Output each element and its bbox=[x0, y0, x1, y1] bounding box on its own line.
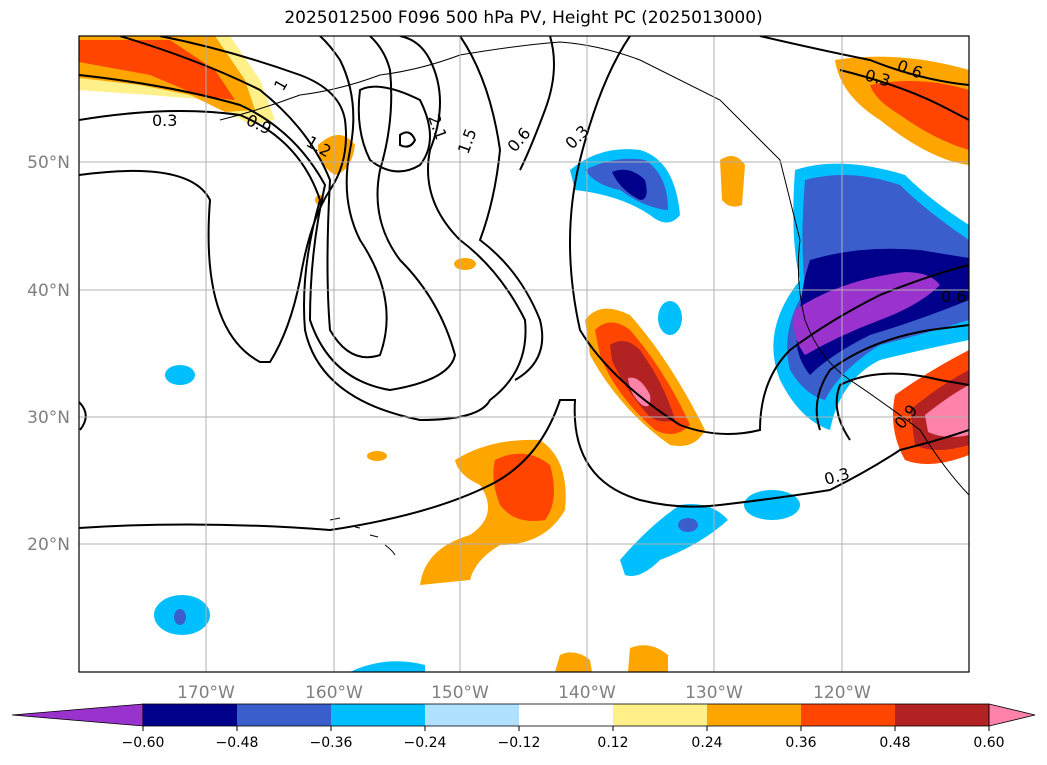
pv-positive-dot-3 bbox=[367, 451, 387, 461]
lat-label-40n: 40°N bbox=[27, 281, 70, 301]
lat-label-20n: 20°N bbox=[27, 535, 70, 555]
alaska-coastline bbox=[219, 41, 969, 496]
pv-positive-small-130w bbox=[720, 156, 745, 207]
chart-title: 2025012500 F096 500 hPa PV, Height PC (2… bbox=[284, 8, 763, 28]
colorbar-tick-label: −0.36 bbox=[310, 735, 353, 751]
contour-line bbox=[835, 372, 969, 441]
contour-line bbox=[79, 401, 87, 431]
contour-line bbox=[399, 131, 417, 148]
pv-negative-bottom bbox=[350, 661, 425, 672]
contour-line bbox=[815, 324, 969, 431]
contour-line bbox=[79, 36, 347, 363]
colorbar-tick-label: −0.60 bbox=[122, 735, 165, 751]
height-contours bbox=[79, 36, 969, 532]
pv-positive-region-northwest-max bbox=[79, 40, 235, 100]
lon-label-160w: 160°W bbox=[305, 683, 363, 703]
colorbar-segment bbox=[707, 704, 802, 726]
pv-negative-small-3-core bbox=[174, 609, 186, 625]
contour-label: 1 bbox=[270, 76, 292, 94]
colorbar-tick-label: −0.24 bbox=[404, 735, 447, 751]
contour-label: 0.6 bbox=[941, 287, 966, 306]
pv-positive-dot-2 bbox=[454, 258, 476, 270]
pv-positive-region-northeast-core bbox=[870, 81, 969, 150]
pv-shading bbox=[79, 36, 969, 672]
contour-label: 0.3 bbox=[561, 121, 592, 152]
graticule bbox=[79, 36, 969, 672]
contour-line bbox=[759, 36, 969, 86]
contour-line bbox=[459, 36, 544, 381]
contour-label: 2.1 bbox=[424, 112, 451, 142]
colorbar-extend-min bbox=[11, 703, 144, 727]
map-frame bbox=[78, 35, 970, 673]
coastlines bbox=[219, 41, 969, 556]
colorbar-segment bbox=[425, 704, 520, 726]
contour-line bbox=[79, 36, 527, 422]
hawaii-islands bbox=[329, 517, 396, 556]
pv-positive-bottom-2 bbox=[628, 645, 668, 672]
lon-label-120w: 120°W bbox=[813, 683, 871, 703]
lon-label-150w: 150°W bbox=[431, 683, 489, 703]
pv-negative-small-2 bbox=[165, 365, 195, 385]
longitude-labels: 170°W 160°W 150°W 140°W 130°W 120°W bbox=[177, 683, 871, 703]
colorbar-tick-label: 0.36 bbox=[785, 735, 816, 751]
contour-line bbox=[119, 36, 388, 359]
colorbar-tick-label: −0.48 bbox=[216, 735, 259, 751]
pv-positive-bottom-1 bbox=[555, 652, 592, 672]
colorbar-tick-label: −0.12 bbox=[498, 735, 541, 751]
colorbar-segment bbox=[895, 704, 990, 726]
colorbar-segment bbox=[331, 704, 426, 726]
lon-label-130w: 130°W bbox=[685, 683, 743, 703]
pv-negative-region-north-max bbox=[612, 169, 647, 200]
pv-negative-small-1 bbox=[658, 301, 682, 335]
pv-negative-small-4 bbox=[678, 518, 698, 532]
colorbar-segment bbox=[237, 704, 332, 726]
pv-negative-region-south bbox=[620, 504, 728, 576]
contour-line bbox=[79, 399, 969, 532]
colorbar-segment bbox=[143, 704, 238, 726]
contour-line bbox=[569, 36, 969, 435]
colorbar-segment bbox=[613, 704, 708, 726]
colorbar-tick-label: 0.24 bbox=[691, 735, 722, 751]
lon-label-170w: 170°W bbox=[177, 683, 235, 703]
pv-negative-small-5 bbox=[744, 490, 800, 520]
contour-line bbox=[839, 69, 969, 121]
pv-positive-region-south-core bbox=[493, 453, 554, 521]
colorbar: −0.60 −0.48 −0.36 −0.24 −0.12 0.12 0.24 0.36 0.4… bbox=[11, 703, 1036, 751]
colorbar-segment bbox=[519, 704, 614, 726]
contour-label: 0.3 bbox=[822, 464, 852, 489]
latitude-labels: 50°N 40°N 30°N 20°N bbox=[27, 153, 70, 555]
colorbar-tick-label: 0.60 bbox=[973, 735, 1004, 751]
lat-label-50n: 50°N bbox=[27, 153, 70, 173]
contour-line bbox=[519, 36, 555, 171]
contour-line bbox=[79, 36, 457, 392]
colorbar-tick-label: 0.48 bbox=[879, 735, 910, 751]
lat-label-30n: 30°N bbox=[27, 408, 70, 428]
colorbar-extend-max bbox=[988, 703, 1036, 727]
contour-line bbox=[357, 85, 431, 173]
lon-label-140w: 140°W bbox=[558, 683, 616, 703]
pv-positive-region-southeast-max bbox=[925, 385, 969, 437]
pv-positive-region-central-inner bbox=[610, 341, 675, 422]
colorbar-tick-label: 0.12 bbox=[597, 735, 628, 751]
pv-negative-region-east-max bbox=[793, 272, 940, 355]
colorbar-segment bbox=[801, 704, 896, 726]
colorbar-outline bbox=[142, 703, 990, 727]
contour-label: 1.5 bbox=[454, 126, 481, 156]
contour-label: 0.3 bbox=[152, 111, 177, 130]
